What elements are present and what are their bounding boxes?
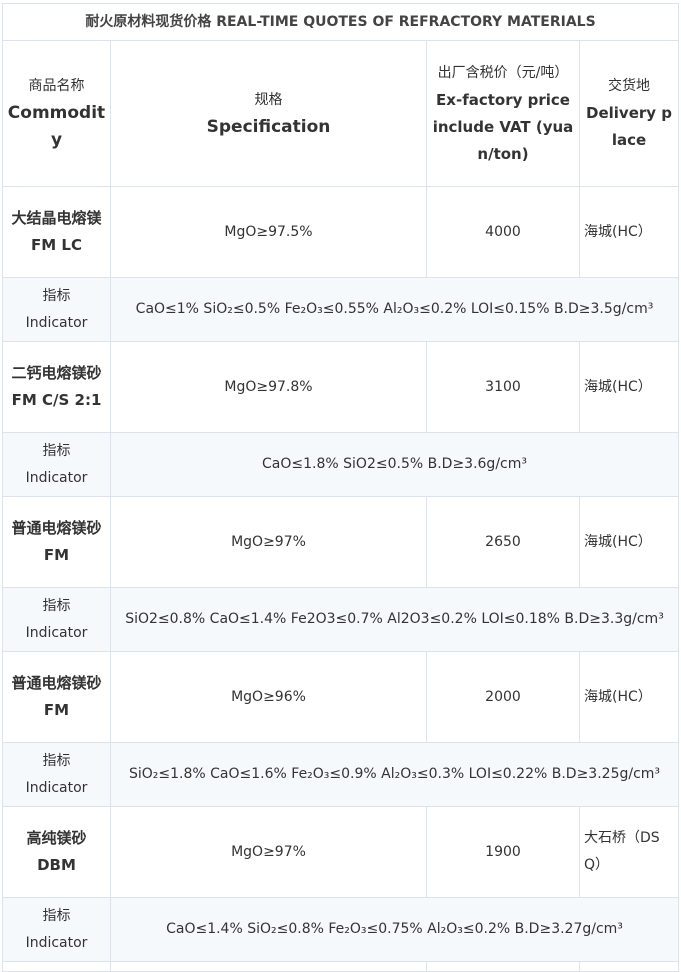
header-row: 商品名称 Commodity 规格 Specification 出厂含税价（元/吨）… xyxy=(2,40,680,187)
price-cell: 3100 xyxy=(426,341,580,433)
indicator-label-cn: 指标 xyxy=(42,907,71,924)
indicator-label-cn: 指标 xyxy=(42,752,71,769)
header-delivery: 交货地 Delivery place xyxy=(578,40,680,187)
table-row: 大结晶电熔镁 FM LC MgO≥97.5% 4000 海城(HC） xyxy=(2,186,680,278)
commodity-cell: 高纯镁砂 DBM xyxy=(2,806,111,898)
indicator-label-en: Indicator xyxy=(25,314,88,331)
commodity-name-cn: 普通电熔镁砂 xyxy=(11,519,102,537)
spec-cell: MgO≥97.5% xyxy=(110,186,427,278)
indicator-label-cn: 指标 xyxy=(42,597,71,614)
delivery-cell: 大石桥（DSQ） xyxy=(578,806,680,898)
header-commodity-en: Commodity xyxy=(7,103,106,150)
delivery-cell: 海城(HC） xyxy=(578,496,680,588)
spec-cell: MgO≥97% xyxy=(110,806,427,898)
commodity-name-cn: 二钙电熔镁砂 xyxy=(11,364,102,382)
table-title: 耐火原材料现货价格 REAL-TIME QUOTES OF REFRACTORY… xyxy=(1,3,680,41)
indicator-label-cn: 指标 xyxy=(42,442,71,459)
commodity-name-en: FM xyxy=(43,546,70,564)
indicator-label: 指标 Indicator xyxy=(2,897,111,962)
indicator-row: 指标 Indicator CaO≤1.8% SiO2≤0.5% B.D≥3.6g/… xyxy=(2,432,680,497)
indicator-value: SiO2≤0.8% CaO≤1.4% Fe2O3≤0.7% Al2O3≤0.2%… xyxy=(109,587,680,652)
header-price-en: Ex-factory price include VAT (yuan/ton) xyxy=(432,90,574,163)
delivery-cell: 海城(HC） xyxy=(578,186,680,278)
header-price: 出厂含税价（元/吨） Ex-factory price include VAT (… xyxy=(426,40,580,187)
commodity-name-en: FM C/S 2:1 xyxy=(11,391,102,409)
indicator-row: 指标 Indicator SiO2≤0.8% CaO≤1.4% Fe2O3≤0.7… xyxy=(2,587,680,652)
commodity-cell: 大结晶电熔镁 FM LC xyxy=(2,186,111,278)
header-delivery-cn: 交货地 xyxy=(608,78,651,94)
indicator-value: CaO≤1.4% SiO₂≤0.8% Fe₂O₃≤0.75% Al₂O₃≤0.2… xyxy=(109,897,680,962)
header-commodity: 商品名称 Commodity xyxy=(2,40,111,187)
commodity-cell: 普通电熔镁砂 FM xyxy=(2,651,111,743)
table-row: 高纯镁砂 DBM MgO≥97% 1900 大石桥（DSQ） xyxy=(2,806,680,898)
indicator-label: 指标 Indicator xyxy=(2,742,111,807)
commodity-cell: 普通电熔镁砂 FM xyxy=(2,496,111,588)
indicator-label-en: Indicator xyxy=(25,469,88,486)
indicator-row: 指标 Indicator CaO≤1.4% SiO₂≤0.8% Fe₂O₃≤0.7… xyxy=(2,897,680,962)
indicator-row: 指标 Indicator CaO≤1% SiO₂≤0.5% Fe₂O₃≤0.55%… xyxy=(2,277,680,342)
commodity-name-en: DBM xyxy=(37,856,76,874)
spec-cell: MgO≥96% xyxy=(110,651,427,743)
delivery-cell: 海城(HC） xyxy=(578,341,680,433)
price-cell: 4000 xyxy=(426,186,580,278)
indicator-value: CaO≤1.8% SiO2≤0.5% B.D≥3.6g/cm³ xyxy=(109,432,680,497)
price-cell: 2000 xyxy=(426,651,580,743)
commodity-name-cn: 高纯镁砂 xyxy=(26,829,87,847)
table-row: 二钙电熔镁砂 FM C/S 2:1 MgO≥97.8% 3100 海城(HC） xyxy=(2,341,680,433)
header-delivery-en: Delivery place xyxy=(586,104,673,149)
commodity-name-cn: 普通电熔镁砂 xyxy=(11,674,102,692)
indicator-label: 指标 Indicator xyxy=(2,587,111,652)
spec-cell: MgO≥97% xyxy=(110,496,427,588)
indicator-row: 指标 Indicator SiO₂≤1.8% CaO≤1.6% Fe₂O₃≤0.9… xyxy=(2,742,680,807)
header-spec: 规格 Specification xyxy=(110,40,427,187)
quotes-table: 耐火原材料现货价格 REAL-TIME QUOTES OF REFRACTORY… xyxy=(1,3,680,972)
delivery-cell: 海城(HC） xyxy=(578,651,680,743)
commodity-name-en: FM xyxy=(43,701,70,719)
indicator-label: 指标 Indicator xyxy=(2,277,111,342)
spec-cell: MgO≥97.8% xyxy=(110,341,427,433)
table-row: 普通电熔镁砂 FM MgO≥97% 2650 海城(HC） xyxy=(2,496,680,588)
header-spec-en: Specification xyxy=(206,116,331,137)
table-row: 普通电熔镁砂 FM MgO≥96% 2000 海城(HC） xyxy=(2,651,680,743)
commodity-name-en: FM LC xyxy=(31,236,82,254)
indicator-label-en: Indicator xyxy=(25,934,88,951)
price-cell: 2650 xyxy=(426,496,580,588)
commodity-cell: 二钙电熔镁砂 FM C/S 2:1 xyxy=(2,341,111,433)
indicator-label-en: Indicator xyxy=(25,624,88,641)
indicator-label-en: Indicator xyxy=(25,779,88,796)
indicator-label: 指标 Indicator xyxy=(2,432,111,497)
price-cell: 1900 xyxy=(426,806,580,898)
header-commodity-cn: 商品名称 xyxy=(28,78,85,94)
header-price-cn: 出厂含税价（元/吨） xyxy=(437,64,569,81)
commodity-name-cn: 大结晶电熔镁 xyxy=(11,209,102,227)
header-spec-cn: 规格 xyxy=(254,91,283,108)
indicator-label-cn: 指标 xyxy=(42,287,71,304)
indicator-value: CaO≤1% SiO₂≤0.5% Fe₂O₃≤0.55% Al₂O₃≤0.2% … xyxy=(109,277,680,342)
indicator-value: SiO₂≤1.8% CaO≤1.6% Fe₂O₃≤0.9% Al₂O₃≤0.3%… xyxy=(109,742,680,807)
